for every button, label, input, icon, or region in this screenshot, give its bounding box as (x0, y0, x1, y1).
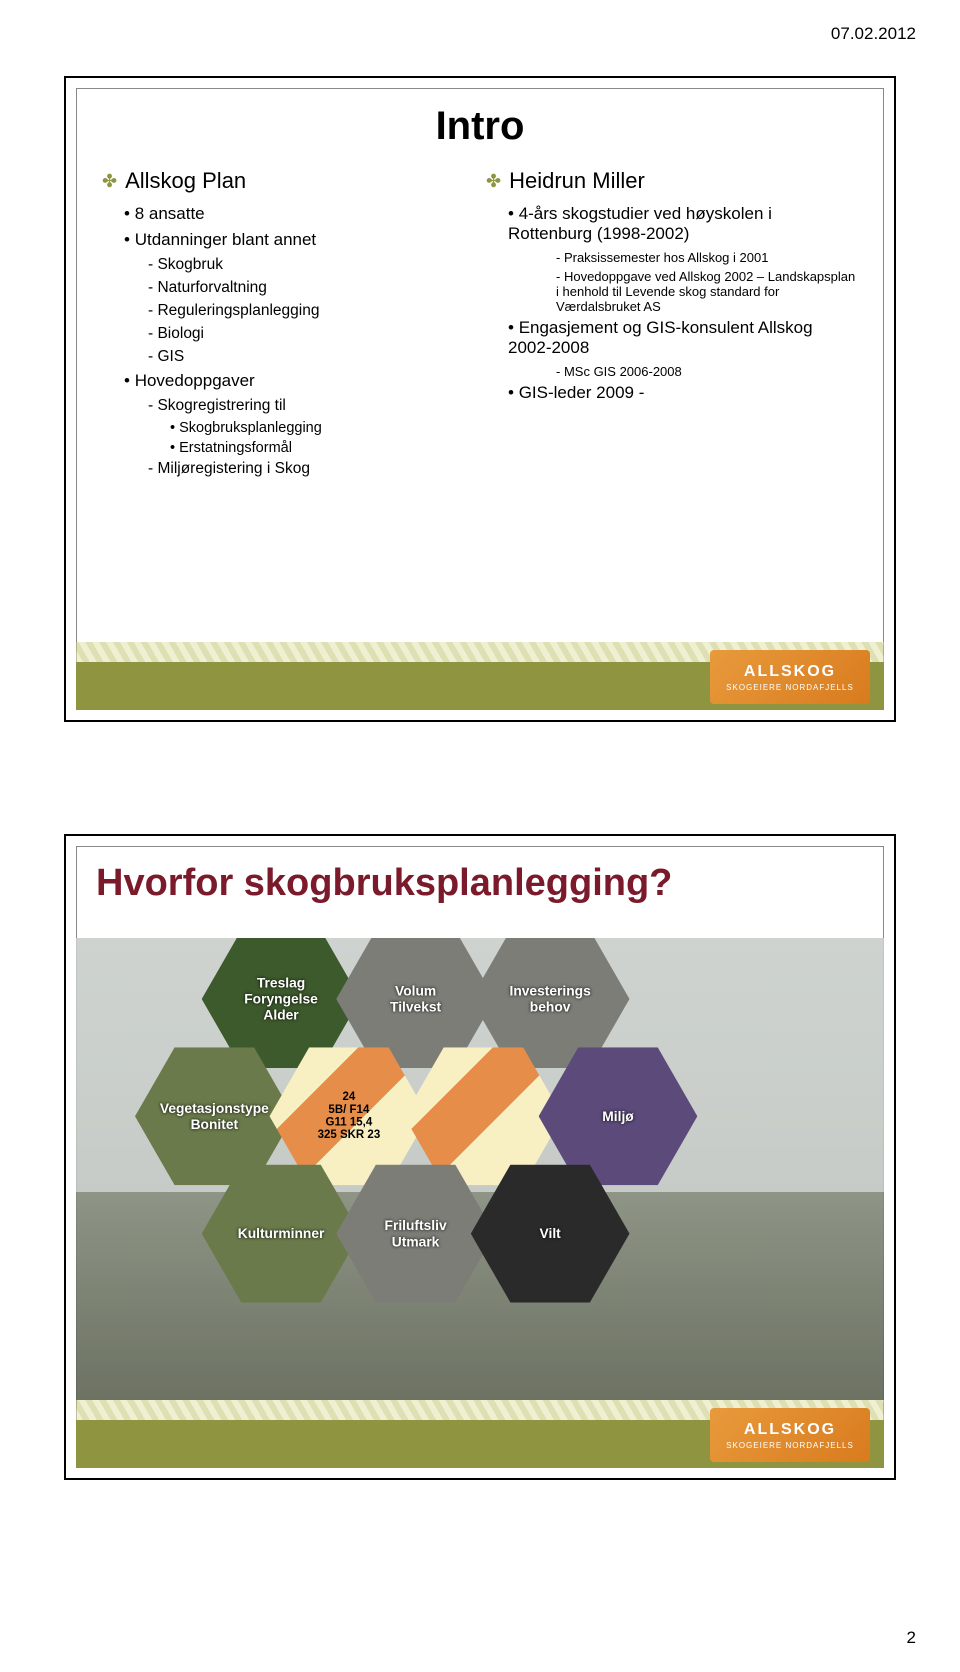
header-date: 07.02.2012 (831, 24, 916, 44)
logo-line1: ALLSKOG (744, 663, 836, 681)
list-item: Engasjement og GIS-konsulent Allskog 200… (508, 318, 858, 358)
col-heading-right: ✤ Heidrun Miller (486, 168, 858, 194)
col-heading-left-text: Allskog Plan (125, 168, 246, 194)
slide-1-right-col: ✤ Heidrun Miller 4-års skogstudier ved h… (480, 168, 864, 630)
slide-1: Intro ✤ Allskog Plan 8 ansatte Utdanninge… (64, 76, 896, 722)
list-item: GIS (148, 348, 474, 366)
col-heading-left: ✤ Allskog Plan (102, 168, 474, 194)
slide-1-title: Intro (66, 104, 894, 149)
page-number: 2 (907, 1628, 916, 1648)
clover-icon: ✤ (486, 171, 501, 192)
slide-1-columns: ✤ Allskog Plan 8 ansatte Utdanninger blan… (96, 168, 864, 630)
list-item: 8 ansatte (124, 204, 474, 224)
logo-line2: SKOGEIERE NORDAFJELLS (726, 683, 854, 692)
list-item: Skogbruk (148, 256, 474, 274)
list-item: Utdanninger blant annet (124, 230, 474, 250)
col-heading-right-text: Heidrun Miller (509, 168, 645, 194)
list-item: 4-års skogstudier ved høyskolen i Rotten… (508, 204, 858, 244)
allskog-logo: ALLSKOG SKOGEIERE NORDAFJELLS (710, 650, 870, 704)
left-items: 8 ansatte Utdanninger blant annet Skogbruk… (102, 204, 474, 478)
slide-1-footer: ALLSKOG SKOGEIERE NORDAFJELLS (76, 642, 884, 710)
list-item: Skogbruksplanlegging (170, 420, 474, 436)
list-item: Miljøregistering i Skog (148, 460, 474, 478)
slide-2-photo: TreslagForyngelseAlder VolumTilvekst Inv… (76, 938, 884, 1400)
list-item: Hovedoppgave ved Allskog 2002 – Landskap… (556, 269, 858, 314)
list-item: Erstatningsformål (170, 440, 474, 456)
hex-grid: TreslagForyngelseAlder VolumTilvekst Inv… (135, 938, 825, 1390)
list-item: Reguleringsplanlegging (148, 302, 474, 320)
logo-line1: ALLSKOG (744, 1421, 836, 1439)
list-item: MSc GIS 2006-2008 (556, 364, 858, 379)
list-item: Hovedoppgaver (124, 371, 474, 391)
logo-line2: SKOGEIERE NORDAFJELLS (726, 1441, 854, 1450)
slide-1-left-col: ✤ Allskog Plan 8 ansatte Utdanninger blan… (96, 168, 480, 630)
slide-2-title: Hvorfor skogbruksplanlegging? (96, 862, 672, 905)
slide-2-footer: ALLSKOG SKOGEIERE NORDAFJELLS (76, 1400, 884, 1468)
allskog-logo: ALLSKOG SKOGEIERE NORDAFJELLS (710, 1408, 870, 1462)
list-item: Biologi (148, 325, 474, 343)
list-item: Skogregistrering til (148, 397, 474, 415)
list-item: GIS-leder 2009 - (508, 383, 858, 403)
page: 07.02.2012 2 Intro ✤ Allskog Plan 8 ansa… (0, 0, 960, 1672)
right-items: 4-års skogstudier ved høyskolen i Rotten… (486, 204, 858, 403)
list-item: Naturforvaltning (148, 279, 474, 297)
slide-2: Hvorfor skogbruksplanlegging? TreslagFor… (64, 834, 896, 1480)
list-item: Praksissemester hos Allskog i 2001 (556, 250, 858, 265)
clover-icon: ✤ (102, 171, 117, 192)
hex-map-text: 245B/ F14G11 15,4325 SKR 23 (318, 1091, 381, 1142)
